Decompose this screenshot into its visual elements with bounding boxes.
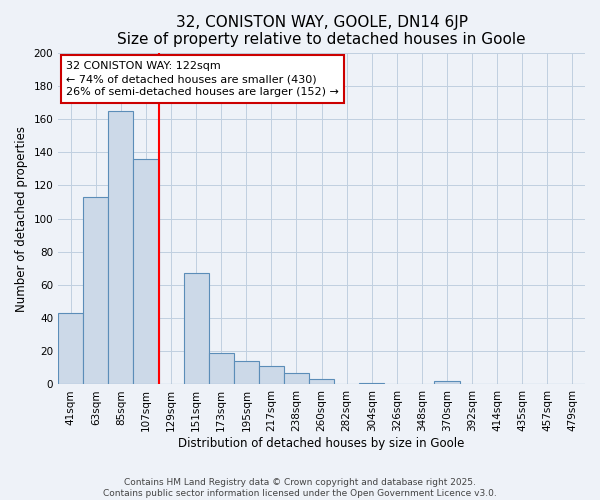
Bar: [209, 353, 234, 384]
Bar: [83, 197, 109, 384]
Title: 32, CONISTON WAY, GOOLE, DN14 6JP
Size of property relative to detached houses i: 32, CONISTON WAY, GOOLE, DN14 6JP Size o…: [117, 15, 526, 48]
Bar: [184, 274, 209, 384]
Text: 32 CONISTON WAY: 122sqm
← 74% of detached houses are smaller (430)
26% of semi-d: 32 CONISTON WAY: 122sqm ← 74% of detache…: [66, 61, 339, 98]
Bar: [109, 111, 133, 384]
Bar: [259, 366, 284, 384]
Bar: [284, 373, 309, 384]
Bar: [133, 159, 158, 384]
Bar: [309, 380, 334, 384]
Bar: [58, 313, 83, 384]
Bar: [359, 383, 385, 384]
Y-axis label: Number of detached properties: Number of detached properties: [15, 126, 28, 312]
Bar: [234, 361, 259, 384]
X-axis label: Distribution of detached houses by size in Goole: Distribution of detached houses by size …: [178, 437, 465, 450]
Bar: [434, 381, 460, 384]
Text: Contains HM Land Registry data © Crown copyright and database right 2025.
Contai: Contains HM Land Registry data © Crown c…: [103, 478, 497, 498]
